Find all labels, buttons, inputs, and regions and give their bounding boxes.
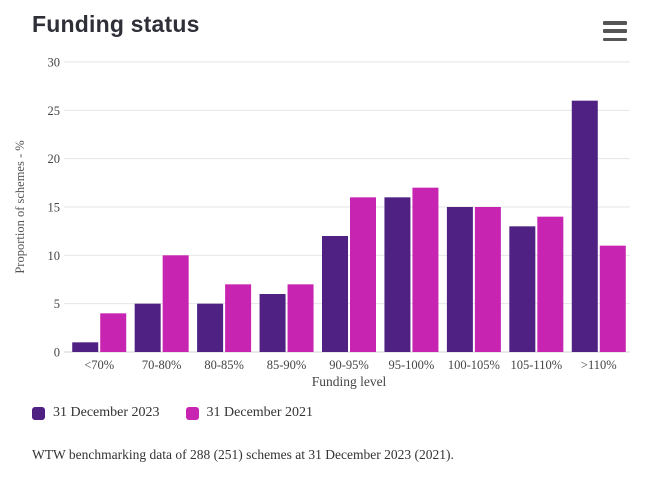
legend-item-31-december-2021[interactable]: 31 December 2021	[185, 405, 314, 421]
y-tick-label: 25	[48, 104, 61, 118]
hamburger-icon	[603, 21, 627, 25]
y-axis-title: Proportion of schemes - %	[13, 140, 27, 273]
y-tick-label: 30	[48, 56, 61, 70]
x-tick-label: 95-100%	[389, 358, 435, 372]
hamburger-icon	[603, 37, 627, 41]
legend-swatch-2023	[32, 406, 45, 420]
footer-note: WTW benchmarking data of 288 (251) schem…	[32, 447, 454, 462]
bar-2021-95-100%[interactable]	[412, 187, 439, 352]
bar-2023-<70%[interactable]	[72, 342, 99, 352]
y-tick-label: 5	[54, 297, 60, 311]
bar-2023-105-110%[interactable]	[509, 226, 536, 352]
bar-2021-<70%[interactable]	[100, 313, 127, 352]
bar-2021-100-105%[interactable]	[474, 207, 501, 352]
hamburger-icon	[603, 29, 627, 33]
x-axis-title: Funding level	[312, 374, 387, 389]
y-tick-label: 15	[48, 201, 61, 215]
legend-item-31-december-2023[interactable]: 31 December 2023	[32, 405, 160, 421]
bar-2023-100-105%[interactable]	[446, 207, 473, 352]
x-tick-label: 105-110%	[511, 358, 563, 372]
bar-2021-90-95%[interactable]	[350, 197, 376, 352]
y-tick-label: 10	[48, 249, 61, 263]
bar-2023-95-100%[interactable]	[384, 197, 411, 352]
y-tick-label: 20	[48, 152, 61, 166]
bar-2021-70-80%[interactable]	[162, 255, 189, 352]
bar-2021-105-110%[interactable]	[537, 216, 564, 352]
chart-context-menu-button[interactable]	[600, 19, 630, 43]
bar-2023-90-95%[interactable]	[322, 236, 348, 352]
bar-2021-80-85%[interactable]	[225, 284, 252, 352]
x-tick-label: 85-90%	[267, 358, 307, 372]
legend-label-2021: 31 December 2021	[206, 405, 314, 420]
x-tick-label: 80-85%	[204, 358, 244, 372]
y-tick-label: 0	[54, 346, 60, 360]
bar-chart: 0 5 10 15 20 25 30 Proportion of schemes - % <70…	[13, 56, 630, 389]
x-tick-label: 100-105%	[448, 358, 500, 372]
bar-2021->110%[interactable]	[599, 245, 626, 352]
bar-2023-85-90%[interactable]	[259, 294, 286, 352]
legend-swatch-2021	[185, 406, 199, 420]
x-tick-label: <70%	[84, 358, 114, 372]
bar-2023-80-85%[interactable]	[197, 303, 224, 352]
x-tick-label: 90-95%	[329, 358, 369, 372]
x-tick-label: 70-80%	[142, 358, 182, 372]
bar-2021-85-90%[interactable]	[287, 284, 314, 352]
x-tick-label: >110%	[581, 358, 617, 372]
bar-2023-70-80%[interactable]	[134, 303, 161, 352]
bar-2023->110%[interactable]	[571, 100, 598, 352]
page-title: Funding status	[32, 11, 200, 37]
legend: 31 December 2023 31 December 2021	[32, 405, 313, 421]
legend-label-2023: 31 December 2023	[53, 405, 160, 420]
